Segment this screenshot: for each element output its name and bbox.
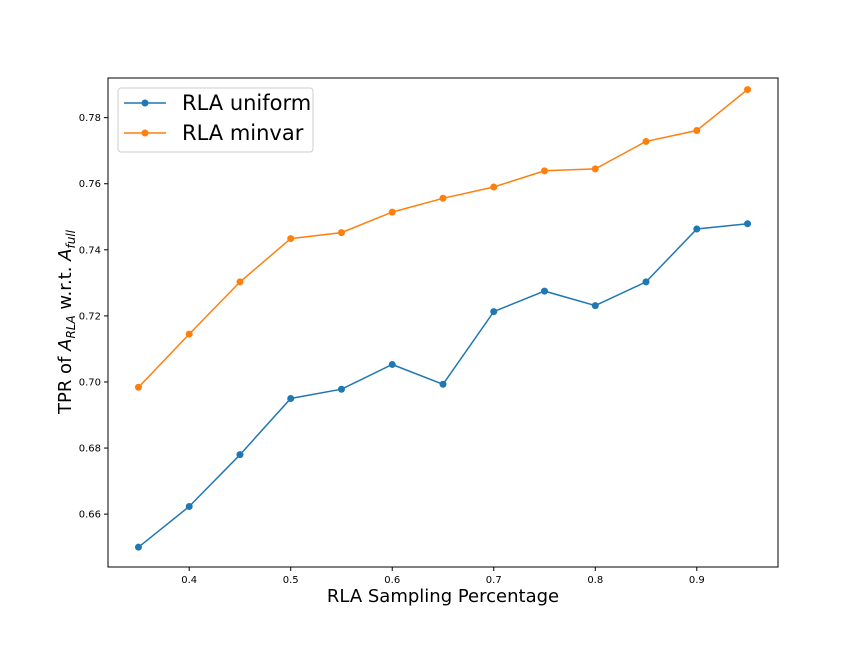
data-point-rla-minvar [388,208,396,216]
data-point-rla-minvar [693,127,701,135]
data-point-rla-uniform [541,287,549,295]
legend-label-rla-uniform: RLA uniform [182,91,311,115]
data-point-rla-minvar [591,165,599,173]
data-point-rla-minvar [744,86,752,94]
series-layer [134,86,752,551]
data-point-rla-uniform [439,380,447,388]
legend-box [117,87,314,153]
legend-marker-rla-uniform [141,99,149,107]
data-point-rla-minvar [134,383,142,391]
data-point-rla-uniform [236,451,244,459]
x-tick-label: 0.6 [384,575,400,586]
y-tick-label: 0.72 [79,311,101,322]
x-tick-label: 0.9 [689,575,705,586]
data-point-rla-uniform [287,394,295,402]
y-tick-label: 0.76 [79,179,101,190]
plot-area [108,78,778,567]
x-tick-label: 0.8 [587,575,603,586]
data-point-rla-uniform [185,503,193,511]
data-point-rla-uniform [744,220,752,228]
data-point-rla-minvar [541,167,549,175]
data-point-rla-uniform [642,278,650,286]
data-point-rla-minvar [185,330,193,338]
data-point-rla-uniform [134,543,142,551]
y-axis-title: TPR of ARLA w.r.t. Afull [55,229,78,415]
data-point-rla-uniform [388,360,396,368]
x-tick-label: 0.4 [181,575,197,586]
data-point-rla-uniform [693,225,701,233]
y-axis: 0.66 0.68 0.70 0.72 0.74 0.76 0.78 [79,113,108,521]
x-tick-label: 0.7 [486,575,502,586]
data-point-rla-minvar [439,194,447,202]
legend-label-rla-minvar: RLA minvar [182,121,304,145]
x-axis-title: RLA Sampling Percentage [327,586,559,607]
data-point-rla-minvar [236,278,244,286]
y-tick-label: 0.66 [79,510,101,521]
x-axis: 0.4 0.5 0.6 0.7 0.8 0.9 [181,567,705,586]
y-tick-label: 0.74 [79,245,101,256]
plot-frame [107,77,779,568]
data-point-rla-uniform [591,302,599,310]
legend-marker-rla-minvar [141,129,149,137]
data-point-rla-minvar [337,229,345,237]
data-point-rla-minvar [490,183,498,191]
data-point-rla-minvar [642,137,650,145]
data-point-rla-uniform [490,308,498,316]
data-point-rla-uniform [337,385,345,393]
x-tick-label: 0.5 [283,575,299,586]
y-tick-label: 0.70 [79,377,101,388]
legend: RLA uniform RLA minvar [117,87,314,153]
data-point-rla-minvar [287,235,295,243]
y-tick-label: 0.78 [79,113,101,124]
y-tick-label: 0.68 [79,444,101,455]
